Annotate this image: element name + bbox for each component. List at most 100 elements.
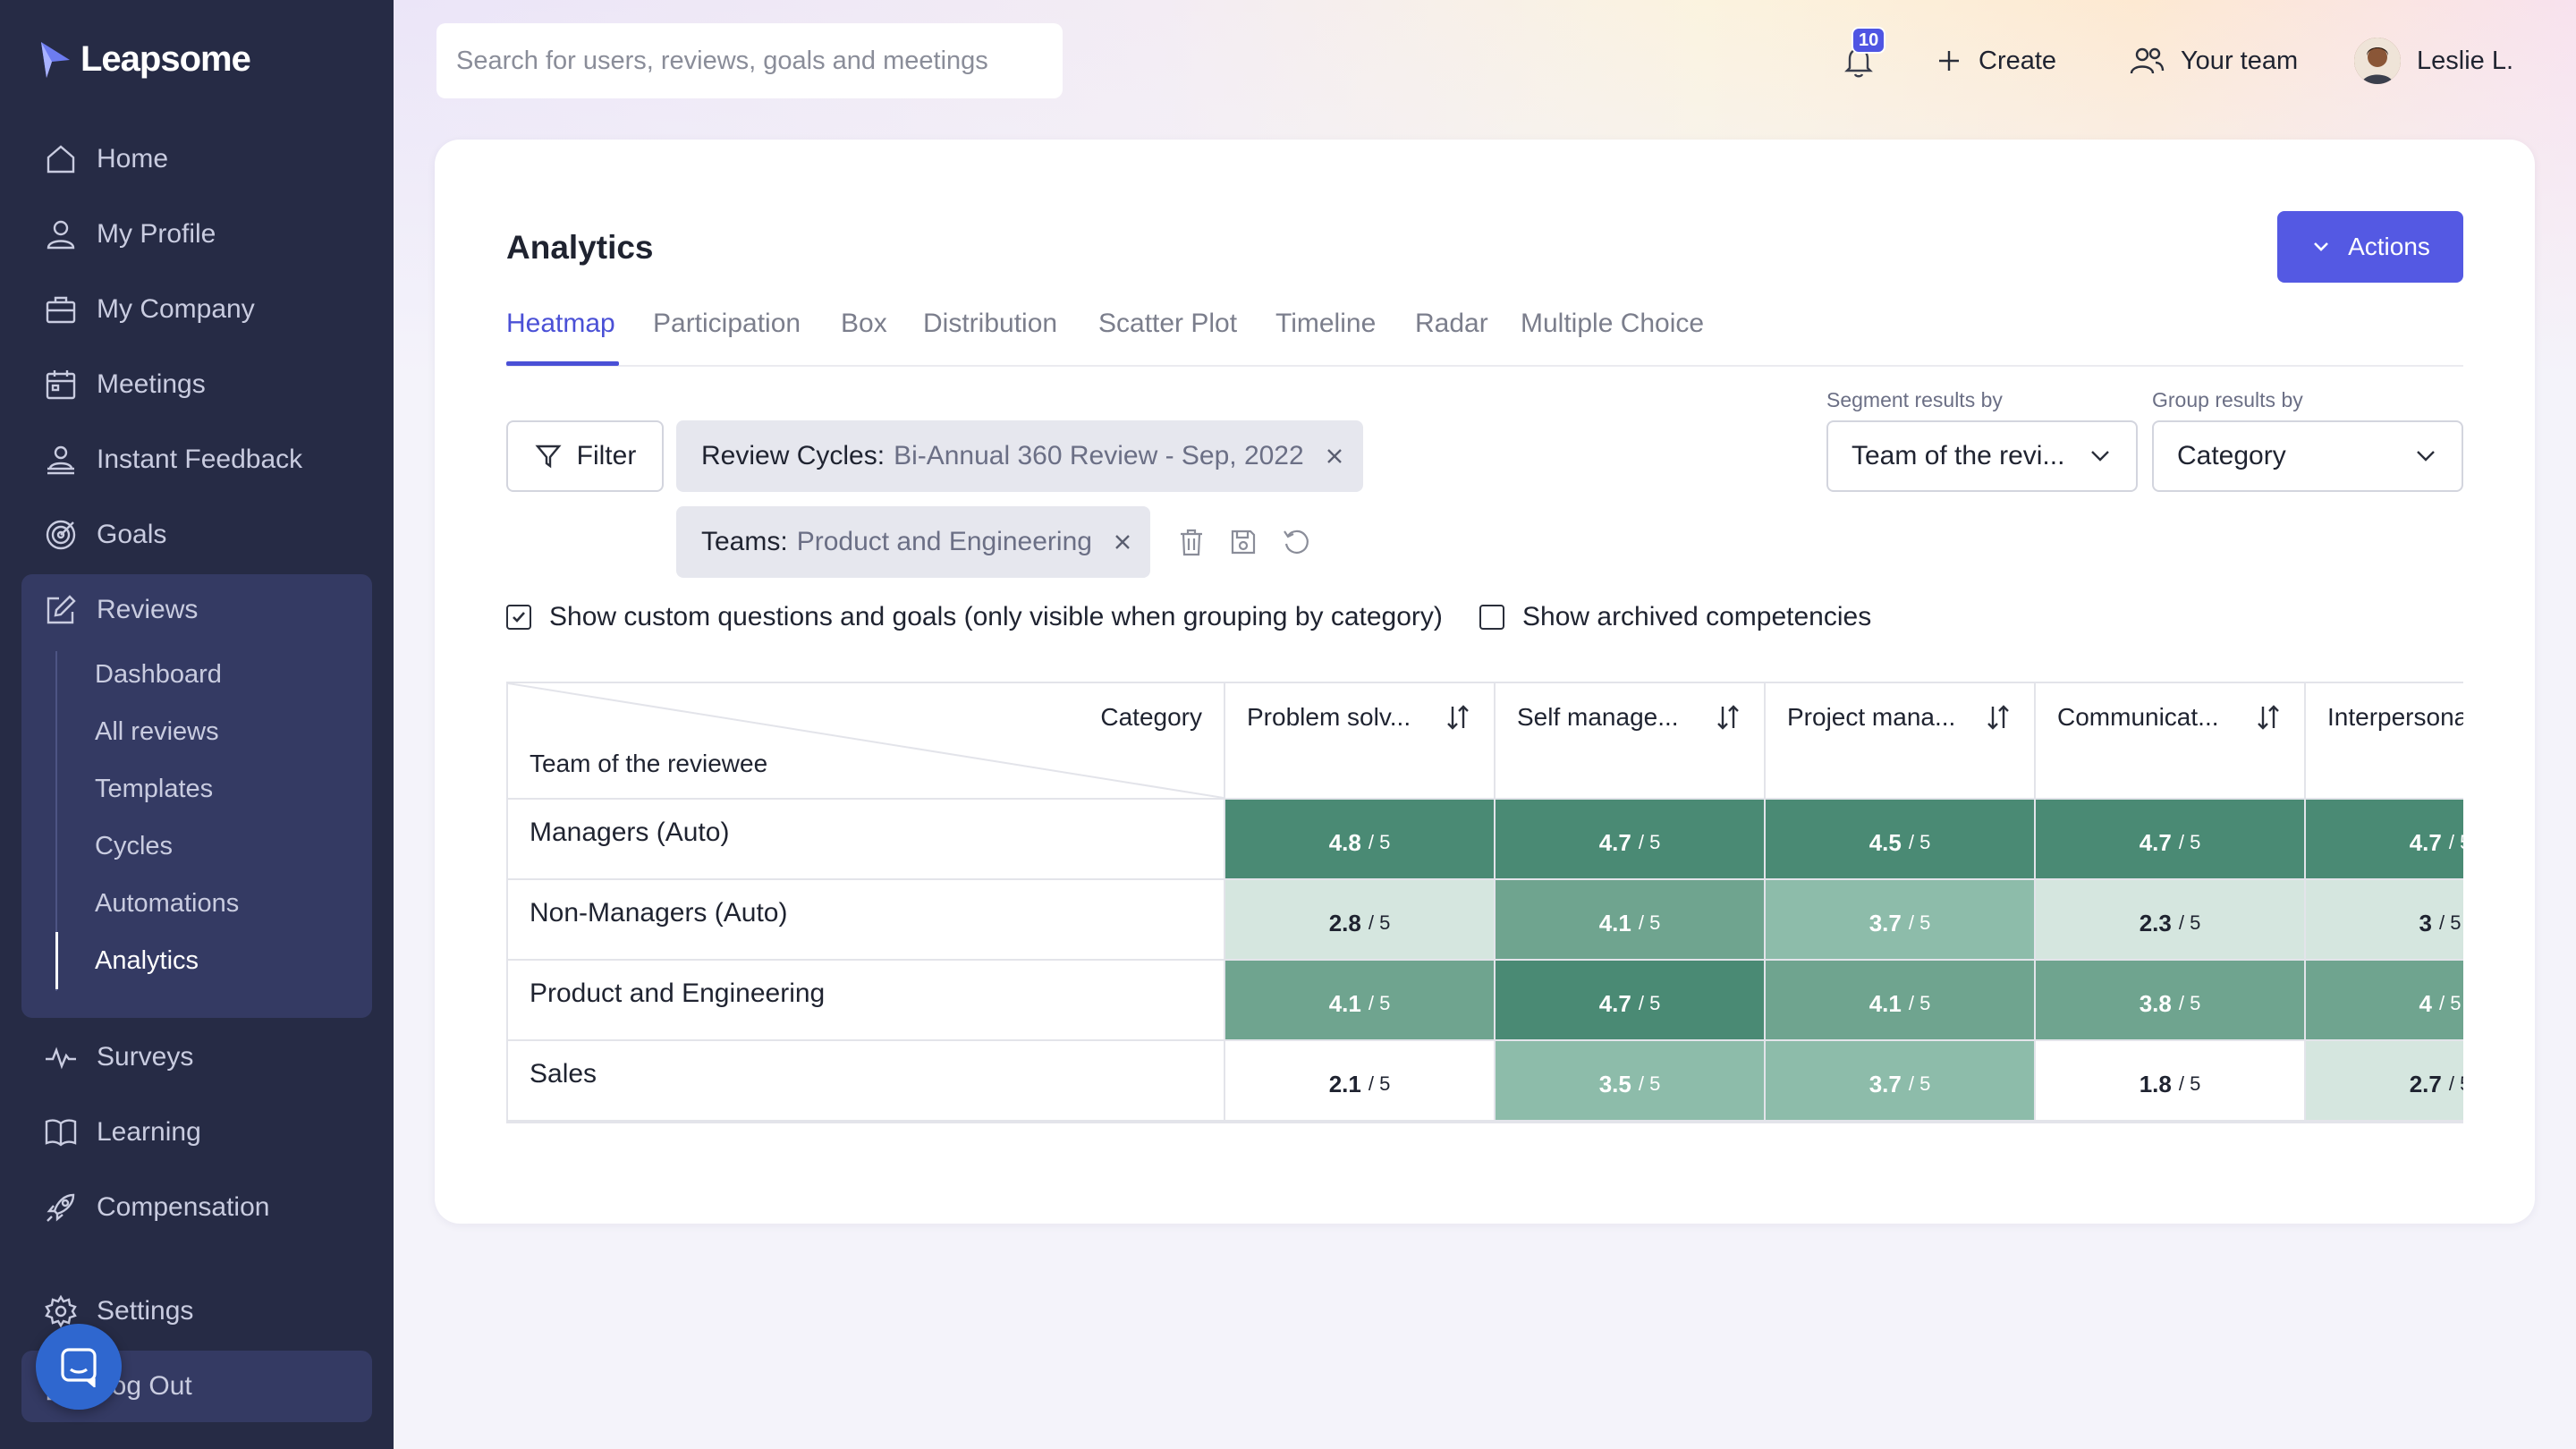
sidebar-item-surveys[interactable]: Surveys xyxy=(43,1030,193,1084)
sidebar-item-instant-feedback[interactable]: Instant Feedback xyxy=(43,433,302,487)
your-team-button[interactable]: Your team xyxy=(2129,36,2298,86)
sidebar-subitem-analytics[interactable]: Analytics xyxy=(95,945,199,975)
sidebar-item-label: Meetings xyxy=(97,369,206,399)
column-header-label: Self manage... xyxy=(1517,703,1679,731)
heatmap-cell[interactable]: 3.8 / 5 xyxy=(2036,961,2306,1041)
save-icon[interactable] xyxy=(1227,526,1259,558)
filter-chip-teams: Teams: Product and Engineering xyxy=(676,506,1150,578)
sidebar-item-label: Instant Feedback xyxy=(97,445,303,474)
heatmap-cell[interactable]: 4.1 / 5 xyxy=(1766,961,2036,1041)
sidebar-item-home[interactable]: Home xyxy=(43,132,168,186)
column-header[interactable]: Interpersonal xyxy=(2306,683,2463,800)
actions-button[interactable]: Actions xyxy=(2277,211,2463,283)
heatmap-cell[interactable]: 3.7 / 5 xyxy=(1766,1041,2036,1122)
sidebar-item-label: My Profile xyxy=(97,219,216,249)
heatmap-cell[interactable]: 4.7 / 5 xyxy=(1496,961,1766,1041)
heatmap-cell[interactable]: 2.7 / 5 xyxy=(2306,1041,2463,1122)
close-icon[interactable] xyxy=(1110,530,1135,555)
heatmap-cell[interactable]: 4.1 / 5 xyxy=(1225,961,1496,1041)
trash-icon[interactable] xyxy=(1175,526,1208,558)
sidebar-subitem-automations[interactable]: Automations xyxy=(95,888,240,918)
brand-logo[interactable]: Leapsome xyxy=(39,39,251,80)
segment-results-label: Segment results by xyxy=(1826,388,2003,411)
sidebar-item-learning[interactable]: Learning xyxy=(43,1106,201,1159)
filter-button[interactable]: Filter xyxy=(506,420,664,492)
score-value: 2.1 xyxy=(1328,1070,1361,1097)
chevron-down-icon xyxy=(2088,444,2113,469)
sidebar-subitem-cycles[interactable]: Cycles xyxy=(95,831,174,860)
sidebar-item-meetings[interactable]: Meetings xyxy=(43,358,206,411)
reset-icon[interactable] xyxy=(1281,526,1313,558)
heatmap-cell[interactable]: 4.7 / 5 xyxy=(2036,800,2306,880)
sidebar-item-goals[interactable]: Goals xyxy=(43,508,166,562)
sort-icon[interactable] xyxy=(1444,703,1472,732)
heatmap-cell[interactable]: 4.7 / 5 xyxy=(1496,800,1766,880)
row-label: Managers (Auto) xyxy=(508,800,1225,880)
column-header[interactable]: Problem solv... xyxy=(1225,683,1496,800)
heatmap-cell[interactable]: 2.3 / 5 xyxy=(2036,880,2306,961)
sidebar-item-my-profile[interactable]: My Profile xyxy=(43,208,216,261)
heatmap-cell[interactable]: 3.5 / 5 xyxy=(1496,1041,1766,1122)
plus-icon xyxy=(1936,47,1962,74)
score-value: 2.8 xyxy=(1328,909,1361,936)
heatmap-cell[interactable]: 4.8 / 5 xyxy=(1225,800,1496,880)
heatmap-cell[interactable]: 4 / 5 xyxy=(2306,961,2463,1041)
calendar-icon xyxy=(43,367,79,402)
chip-value: Product and Engineering xyxy=(796,527,1092,556)
sidebar-item-label: Surveys xyxy=(97,1042,194,1072)
column-header[interactable]: Project mana... xyxy=(1766,683,2036,800)
sidebar-item-compensation[interactable]: Compensation xyxy=(43,1181,269,1234)
your-team-label: Your team xyxy=(2181,46,2299,75)
tab-participation[interactable]: Participation xyxy=(653,309,801,338)
chat-support-button[interactable] xyxy=(36,1324,122,1410)
user-name: Leslie L. xyxy=(2417,46,2514,75)
edit-icon xyxy=(43,592,79,628)
sidebar: Leapsome Home My Profile My Company Meet… xyxy=(0,0,394,1449)
heatmap-cell[interactable]: 2.1 / 5 xyxy=(1225,1041,1496,1122)
tab-timeline[interactable]: Timeline xyxy=(1275,309,1377,338)
sort-icon[interactable] xyxy=(2254,703,2283,732)
sidebar-subitem-templates[interactable]: Templates xyxy=(95,774,214,803)
sidebar-subitem-dashboard[interactable]: Dashboard xyxy=(95,659,222,689)
rocket-icon xyxy=(43,1190,79,1225)
show-archived-checkbox[interactable] xyxy=(1479,605,1504,630)
global-search-input[interactable] xyxy=(436,23,1063,98)
heatmap-cell[interactable]: 4.5 / 5 xyxy=(1766,800,2036,880)
segment-results-select[interactable]: Team of the revi... xyxy=(1826,420,2138,492)
sidebar-item-reviews[interactable]: Reviews xyxy=(43,583,198,637)
sort-icon[interactable] xyxy=(1984,703,2012,732)
sidebar-item-my-company[interactable]: My Company xyxy=(43,283,255,336)
heatmap-cell[interactable]: 4.7 / 5 xyxy=(2306,800,2463,880)
column-header[interactable]: Communicat... xyxy=(2036,683,2306,800)
score-denominator: / 5 xyxy=(1638,911,1661,934)
close-icon[interactable] xyxy=(1322,444,1347,469)
sidebar-item-settings[interactable]: Settings xyxy=(43,1284,193,1338)
heatmap-cell[interactable]: 2.8 / 5 xyxy=(1225,880,1496,961)
tab-scatter-plot[interactable]: Scatter Plot xyxy=(1098,309,1238,338)
page-title: Analytics xyxy=(506,229,654,266)
heatmap-cell[interactable]: 3 / 5 xyxy=(2306,880,2463,961)
heatmap-cell[interactable]: 4.1 / 5 xyxy=(1496,880,1766,961)
heatmap-cell[interactable]: 3.7 / 5 xyxy=(1766,880,2036,961)
score-denominator: / 5 xyxy=(1368,1072,1391,1095)
chevron-down-icon xyxy=(2413,444,2438,469)
team-icon xyxy=(2129,46,2165,76)
user-menu[interactable]: Leslie L. xyxy=(2354,36,2513,86)
show-custom-questions-checkbox[interactable] xyxy=(506,605,531,630)
group-results-select[interactable]: Category xyxy=(2152,420,2463,492)
tab-heatmap[interactable]: Heatmap xyxy=(506,309,615,338)
tab-multiple-choice[interactable]: Multiple Choice xyxy=(1521,309,1705,338)
briefcase-icon xyxy=(43,292,79,327)
sort-icon[interactable] xyxy=(1714,703,1742,732)
tab-box[interactable]: Box xyxy=(841,309,887,338)
tab-radar[interactable]: Radar xyxy=(1415,309,1488,338)
score-denominator: / 5 xyxy=(2448,831,2463,853)
book-icon xyxy=(43,1114,79,1150)
corner-column-label: Category xyxy=(1100,703,1202,731)
column-header-label: Problem solv... xyxy=(1247,703,1411,731)
sidebar-subitem-all-reviews[interactable]: All reviews xyxy=(95,716,219,746)
create-button[interactable]: Create xyxy=(1936,36,2056,86)
tab-distribution[interactable]: Distribution xyxy=(923,309,1058,338)
column-header[interactable]: Self manage... xyxy=(1496,683,1766,800)
heatmap-cell[interactable]: 1.8 / 5 xyxy=(2036,1041,2306,1122)
